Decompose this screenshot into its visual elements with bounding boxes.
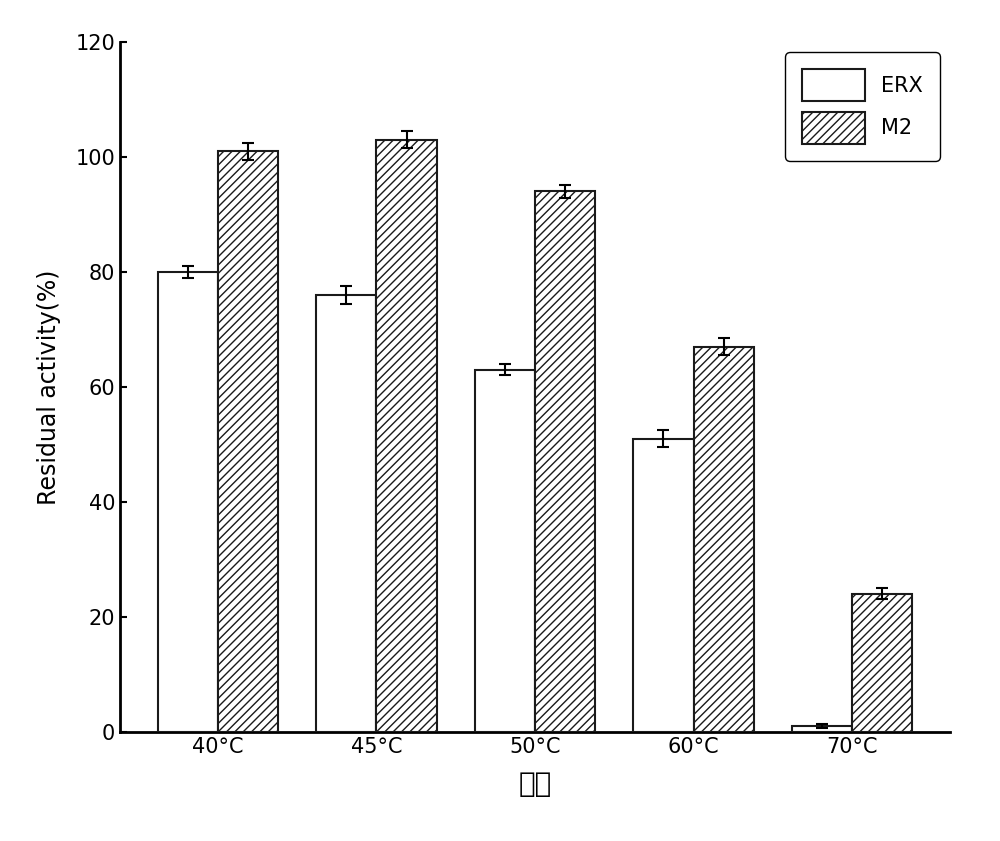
Bar	[535, 192, 595, 732]
Bar	[158, 272, 218, 732]
Bar	[376, 140, 437, 732]
Bar	[792, 726, 852, 732]
Bar	[218, 151, 278, 732]
Legend: ERX, M2: ERX, M2	[785, 52, 940, 161]
Bar	[475, 370, 535, 732]
X-axis label: 温度: 温度	[518, 770, 552, 798]
Y-axis label: Residual activity(%): Residual activity(%)	[37, 269, 62, 505]
Bar	[852, 594, 912, 732]
Bar	[694, 346, 754, 732]
Bar	[316, 295, 376, 732]
Bar	[633, 439, 694, 732]
